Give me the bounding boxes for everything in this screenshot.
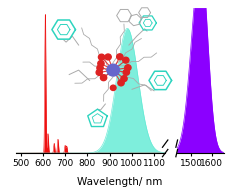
Text: Wavelength/ nm: Wavelength/ nm — [77, 177, 163, 187]
Circle shape — [123, 69, 130, 75]
Circle shape — [121, 76, 127, 82]
Circle shape — [97, 65, 103, 71]
Circle shape — [107, 64, 119, 76]
Circle shape — [118, 80, 124, 86]
Circle shape — [96, 70, 102, 75]
Circle shape — [117, 54, 123, 60]
Circle shape — [98, 54, 105, 60]
Circle shape — [110, 85, 116, 91]
Circle shape — [105, 54, 111, 60]
Circle shape — [123, 57, 129, 63]
Circle shape — [100, 75, 107, 81]
Circle shape — [125, 65, 131, 71]
Circle shape — [98, 60, 104, 67]
